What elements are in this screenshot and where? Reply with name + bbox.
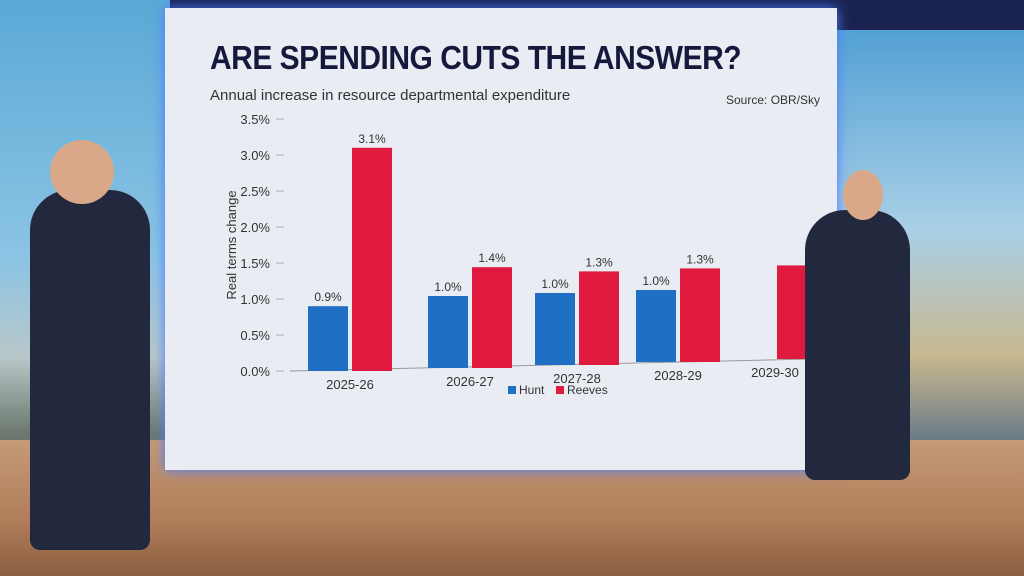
presenter-right-head <box>843 170 883 220</box>
bar-reeves <box>352 147 392 371</box>
presenter-right <box>805 210 910 480</box>
y-tick-label: 1.0% <box>240 292 270 307</box>
chart-source: Source: OBR/Sky <box>726 93 821 107</box>
bar-reeves <box>472 267 512 368</box>
chart-screen <box>165 8 837 470</box>
bar-reeves <box>579 271 619 365</box>
x-category-label: 2027-28 <box>553 371 601 386</box>
legend-label-reeves: Reeves <box>567 383 608 397</box>
data-label: 1.3% <box>585 255 613 269</box>
chart-title: ARE SPENDING CUTS THE ANSWER? <box>210 40 742 77</box>
y-tick-label: 2.0% <box>240 220 270 235</box>
x-category-label: 2028-29 <box>654 368 702 383</box>
y-tick-label: 2.5% <box>240 184 270 199</box>
y-tick-label: 0.5% <box>240 328 270 343</box>
y-tick-label: 3.0% <box>240 148 270 163</box>
y-axis-label: Real terms change <box>224 190 239 299</box>
legend-label-hunt: Hunt <box>519 383 545 397</box>
y-tick-label: 3.5% <box>240 112 270 127</box>
y-tick-label: 0.0% <box>240 364 270 379</box>
legend-swatch-hunt <box>508 386 516 394</box>
data-label: 3.1% <box>358 132 386 146</box>
x-category-label: 2025-26 <box>326 377 374 392</box>
data-label: 0.9% <box>314 290 342 304</box>
x-category-label: 2026-27 <box>446 374 494 389</box>
data-label: 1.0% <box>434 280 462 294</box>
data-label: 1.3% <box>686 252 714 266</box>
chart-subtitle: Annual increase in resource departmental… <box>210 87 571 104</box>
bar-hunt <box>636 290 676 362</box>
data-label: 1.4% <box>478 251 506 265</box>
bar-hunt <box>308 306 348 371</box>
bar-hunt <box>535 293 575 365</box>
bar-reeves <box>680 268 720 362</box>
presenter-left-head <box>50 140 114 204</box>
data-label: 1.0% <box>642 274 670 288</box>
bar-hunt <box>428 296 468 368</box>
data-label: 1.0% <box>541 277 569 291</box>
x-category-label: 2029-30 <box>751 365 799 380</box>
presenter-left <box>30 190 150 550</box>
y-tick-label: 1.5% <box>240 256 270 271</box>
legend-swatch-reeves <box>556 386 564 394</box>
